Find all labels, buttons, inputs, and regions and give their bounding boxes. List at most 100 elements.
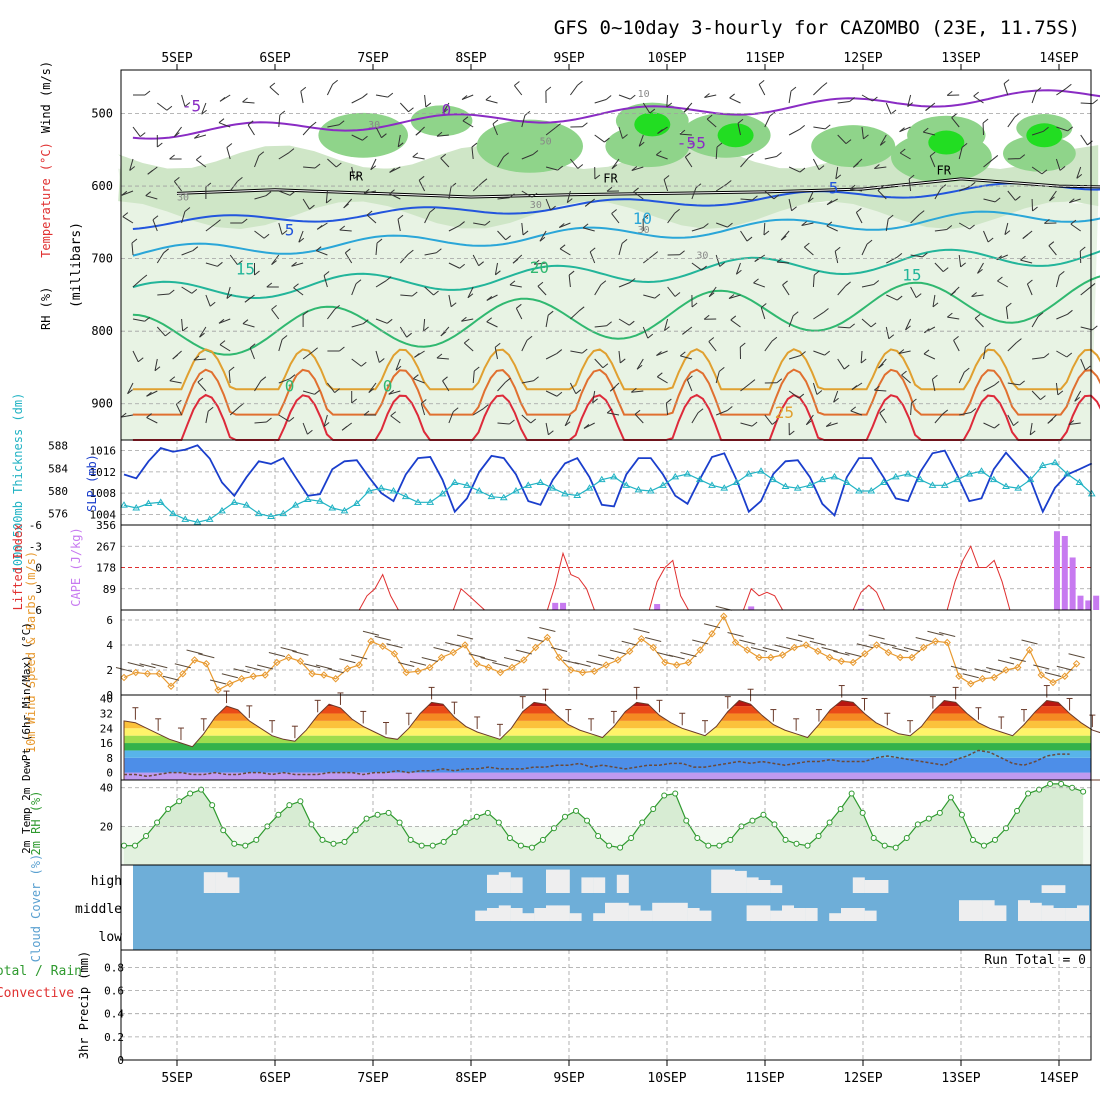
wind-barb [1049, 190, 1057, 202]
temp-bands [124, 700, 1091, 780]
wind-barb-flag [609, 386, 616, 392]
wind-barb-flag [575, 389, 582, 395]
thickness-marker [512, 487, 520, 494]
wind-barb [397, 219, 401, 232]
wind-barb [521, 414, 532, 424]
wind-barb-flag [687, 375, 693, 381]
wind-barb-flag [184, 207, 191, 212]
wind-barb-flag [343, 203, 349, 209]
wind-barb-flag [557, 165, 564, 171]
surface-wind-barb [1068, 653, 1085, 659]
wind-barb-flag [901, 370, 907, 376]
wind-barb [618, 243, 623, 256]
rh-marker [462, 819, 469, 826]
wind-barb-flag [376, 238, 383, 244]
wind-barb [1031, 91, 1037, 104]
cloud-cell [782, 905, 794, 921]
axis-label-wind10m: 10m Wind Speed & Barbs (m/s) [24, 551, 38, 753]
wind-barb [760, 307, 766, 320]
wind-barb-flag [791, 206, 797, 212]
wind-barb-flag [368, 388, 375, 393]
wind-barb-flag [887, 214, 894, 220]
rh-marker [694, 834, 701, 841]
wind-barb [618, 350, 621, 363]
wind-barb-flag [247, 120, 254, 126]
date-label-bottom: 10SEP [647, 1071, 686, 1086]
wind-barb-flag [776, 378, 783, 384]
wind-barb-flag [550, 205, 556, 211]
surface-wind-barb [280, 647, 297, 652]
cloud-cell [793, 908, 806, 921]
thickness-tick: 584 [48, 462, 68, 475]
axis-label-cape: CAPE (J/kg) [69, 527, 83, 606]
wind-barb-flag [649, 108, 656, 114]
isotherm-20 [132, 275, 1100, 356]
surface-wind-barb [621, 640, 638, 646]
surface-wind-barb [315, 664, 333, 670]
wind-barb [242, 101, 255, 104]
wind-speed-marker [767, 653, 775, 662]
wind-barb-flag [478, 261, 484, 267]
li-tick: 3 [35, 583, 42, 596]
axis-label-wind: Wind (m/s) [39, 61, 53, 133]
wind-barb [788, 91, 792, 104]
thickness-marker [536, 478, 545, 485]
wind-barb [129, 158, 134, 171]
surface-wind-barb [409, 660, 427, 666]
wind-barb [1055, 275, 1060, 288]
thickness-marker [916, 475, 925, 483]
wind-barb [886, 256, 898, 264]
surface-wind-barb [374, 635, 391, 641]
precip-tick: 0.4 [104, 1008, 124, 1021]
wind-speed-marker [190, 656, 199, 664]
surface-wind-barb [186, 649, 203, 655]
wind-speed-marker [531, 643, 540, 652]
rh-marker [1025, 790, 1032, 797]
thickness-marker [793, 484, 802, 491]
wind-barb [228, 371, 231, 384]
isotherm-15 [132, 248, 1100, 300]
wind-barb-flag [197, 377, 204, 383]
wind-barb [568, 275, 571, 288]
wind-barb [905, 318, 912, 331]
wind-barb [254, 380, 262, 392]
wind-barb-flag [169, 376, 176, 382]
wind-barb-flag [440, 331, 447, 337]
wind-barb [973, 95, 984, 104]
wind-barb-flag [918, 210, 925, 216]
wind-barb-flag [961, 142, 968, 148]
cloud-cell [557, 869, 570, 893]
wind-barb-flag [415, 130, 422, 136]
wind-barb-flag [411, 291, 418, 297]
wind-barb [127, 382, 134, 394]
wind-barb-flag [279, 110, 286, 116]
surface-wind-barb [304, 663, 321, 669]
rh-marker [220, 827, 227, 834]
wind-barb-flag [799, 167, 806, 173]
wind-speed-marker [578, 668, 587, 677]
wind-barb-flag [849, 97, 855, 102]
wind-barb [737, 123, 741, 136]
thickness-tick: 576 [48, 508, 68, 521]
wind-barb-flag [141, 274, 148, 280]
rh-marker [870, 834, 877, 841]
wind-barb-flag [300, 86, 307, 92]
wind-speed-marker [837, 657, 846, 665]
wind-barb-flag [1006, 302, 1012, 308]
surface-wind-barb [633, 628, 650, 634]
wind-barb-flag [389, 168, 395, 173]
rh-marker [760, 811, 767, 818]
wind-barb [1056, 313, 1068, 320]
wind-barb-flag [674, 292, 681, 297]
wind-barb-flag [556, 391, 563, 397]
wind-barb [400, 294, 413, 297]
wind-barb-flag [505, 235, 511, 241]
wind-barb-flag [664, 326, 670, 331]
wind-barb [325, 190, 328, 203]
wind-barb [643, 294, 656, 299]
wind-barb-flag [583, 424, 590, 429]
surface-wind-barb [339, 658, 356, 664]
cloud-tick: low [99, 930, 123, 945]
wind-speed-marker [990, 673, 998, 682]
